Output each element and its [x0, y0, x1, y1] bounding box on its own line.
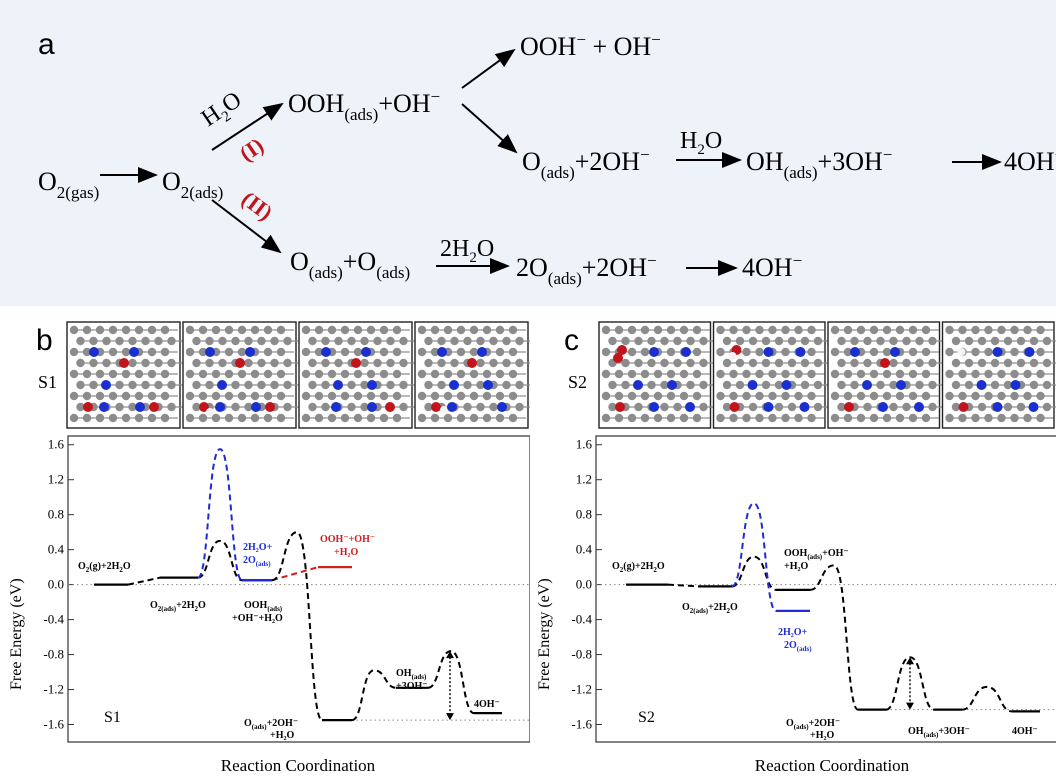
panel-a-label: a	[38, 28, 55, 61]
ylabel-c: Free Energy (eV)	[536, 578, 554, 690]
o-ads-o-ads: O(ads)+O(ads)	[290, 247, 410, 282]
svg-text:(II): (II)	[237, 186, 277, 225]
path-link	[668, 585, 698, 587]
svg-text:(I): (I)	[235, 132, 268, 166]
o-ads-2oh: O(ads)+2OH−	[522, 145, 650, 182]
label-oads-b2: +H₂O	[270, 730, 294, 741]
four-oh-top: 4OH−	[1004, 145, 1056, 176]
structure-panel	[599, 322, 717, 428]
ylabel-b: Free Energy (eV)	[8, 578, 26, 690]
label-ohads-b2: +3OH⁻	[396, 681, 428, 692]
structure-panel	[415, 322, 530, 428]
structure-panel	[828, 322, 946, 428]
label-blue-c1: 2H₂O+	[778, 627, 808, 638]
y-tick-label: -0.8	[43, 647, 64, 662]
reaction-scheme: a O2(gas) O2(ads) H2O (I) OOH(ads)+OH− O…	[0, 0, 1056, 306]
svg-text:H2O: H2O	[197, 87, 249, 135]
label-blue-c2: 2O(ads)	[784, 640, 812, 653]
y-tick-label: -1.6	[43, 717, 64, 732]
transition-barrier	[198, 449, 242, 580]
energy-diagram-b: 1.6 1.2 0.8 0.4 0.0 -0.4 -0.8 -1.2 -1.6 S1 O2(g)…	[0, 432, 530, 762]
transition-barrier	[428, 651, 474, 713]
label-o2ads-c: O2(ads)+2H2O	[682, 602, 738, 615]
label-red-b2: +H₂O	[334, 547, 358, 558]
y-tick-label: 0.4	[48, 542, 65, 557]
y-tick-label: 0.4	[576, 542, 593, 557]
label-red-b1: OOH⁻+OH⁻	[320, 534, 375, 545]
h2o-path-I: H2O	[197, 87, 249, 135]
label-ohads-c: OH(ads)+3OH⁻	[908, 726, 970, 739]
label-ohads-b1: OH(ads)	[396, 668, 427, 681]
structure-panel	[714, 322, 832, 428]
transition-barrier	[272, 532, 322, 720]
plot-frame-c	[596, 436, 1056, 742]
ooh-ads-oh: OOH(ads)+OH−	[288, 87, 440, 124]
two-h2o-above-arrow: 2H2O	[440, 236, 494, 266]
path-II-label: (II)	[237, 186, 277, 225]
y-tick-label: 0.0	[576, 577, 592, 592]
oh-ads-3oh: OH(ads)+3OH−	[746, 145, 892, 182]
structures-b	[66, 320, 530, 432]
label-blue-b1: 2H₂O+	[243, 542, 273, 553]
y-tick-label: -0.8	[571, 647, 592, 662]
y-tick-label: 1.2	[48, 472, 64, 487]
y-tick-label: 0.8	[48, 507, 64, 522]
structure-panel	[943, 322, 1056, 428]
label-o2g-c: O2(g)+2H2O	[612, 561, 665, 574]
y-tick-label: 1.6	[576, 437, 593, 452]
structure-panel	[299, 322, 417, 428]
two-o-ads-2oh: 2O(ads)+2OH−	[516, 251, 657, 288]
label-4oh-c: 4OH⁻	[1012, 726, 1038, 737]
label-oohads-c2: +H₂O	[784, 561, 808, 572]
label-4oh-b: 4OH⁻	[474, 699, 500, 710]
y-tick-label: 1.2	[576, 472, 592, 487]
plot-label-S2: S2	[638, 709, 655, 726]
o2-ads: O2(ads)	[162, 167, 223, 202]
plot-label-S1: S1	[104, 709, 121, 726]
xlabel-b: Reaction Coordination	[148, 756, 448, 776]
transition-barrier	[732, 503, 776, 611]
plot-frame-b	[68, 436, 530, 742]
y-tick-label: -1.6	[571, 717, 592, 732]
structure-label-S2: S2	[568, 372, 587, 393]
label-oohads-c1: OOH(ads)+OH⁻	[784, 548, 849, 561]
y-tick-label: 0.8	[576, 507, 592, 522]
ooh-free-oh: OOH− + OH−	[520, 30, 661, 61]
energy-diagram-c: 1.6 1.2 0.8 0.4 0.0 -0.4 -0.8 -1.2 -1.6 S2 O2(g)…	[528, 432, 1056, 762]
label-o2ads-b: O2(ads)+2H2O	[150, 600, 206, 613]
label-oads-c2: +H₂O	[810, 730, 834, 741]
structure-label-S1: S1	[38, 372, 57, 393]
y-tick-label: -0.4	[571, 612, 592, 627]
label-blue-b2: 2O(ads)	[243, 555, 271, 568]
y-tick-label: 1.6	[48, 437, 65, 452]
four-oh-bottom: 4OH−	[742, 251, 802, 282]
arrow-to-ooh-free	[462, 50, 514, 88]
structure-panel	[183, 322, 301, 428]
panel-b-label: b	[36, 324, 53, 358]
panel-c-label: c	[564, 324, 579, 358]
arrow-to-o-ads	[462, 104, 516, 152]
path-link	[128, 578, 160, 585]
label-oohads-b2: +OH⁻+H₂O	[232, 613, 283, 624]
y-tick-label: -0.4	[43, 612, 64, 627]
structures-c	[598, 320, 1056, 432]
panel-a-reaction-scheme: a O2(gas) O2(ads) H2O (I) OOH(ads)+OH− O…	[0, 0, 1056, 306]
path-I-label: (I)	[235, 132, 268, 166]
structure-panel	[67, 322, 185, 428]
y-tick-label: 0.0	[48, 577, 64, 592]
transition-barrier	[352, 670, 396, 720]
label-o2g-b: O2(g)+2H2O	[78, 561, 131, 574]
o2-gas: O2(gas)	[38, 167, 99, 202]
transition-barrier	[810, 565, 858, 709]
label-oohads-b: OOH(ads)	[244, 600, 283, 613]
y-tick-label: -1.2	[571, 682, 592, 697]
xlabel-c: Reaction Coordination	[682, 756, 982, 776]
y-tick-label: -1.2	[43, 682, 64, 697]
h2o-above-arrow: H2O	[680, 128, 722, 158]
transition-barrier	[962, 687, 1012, 711]
